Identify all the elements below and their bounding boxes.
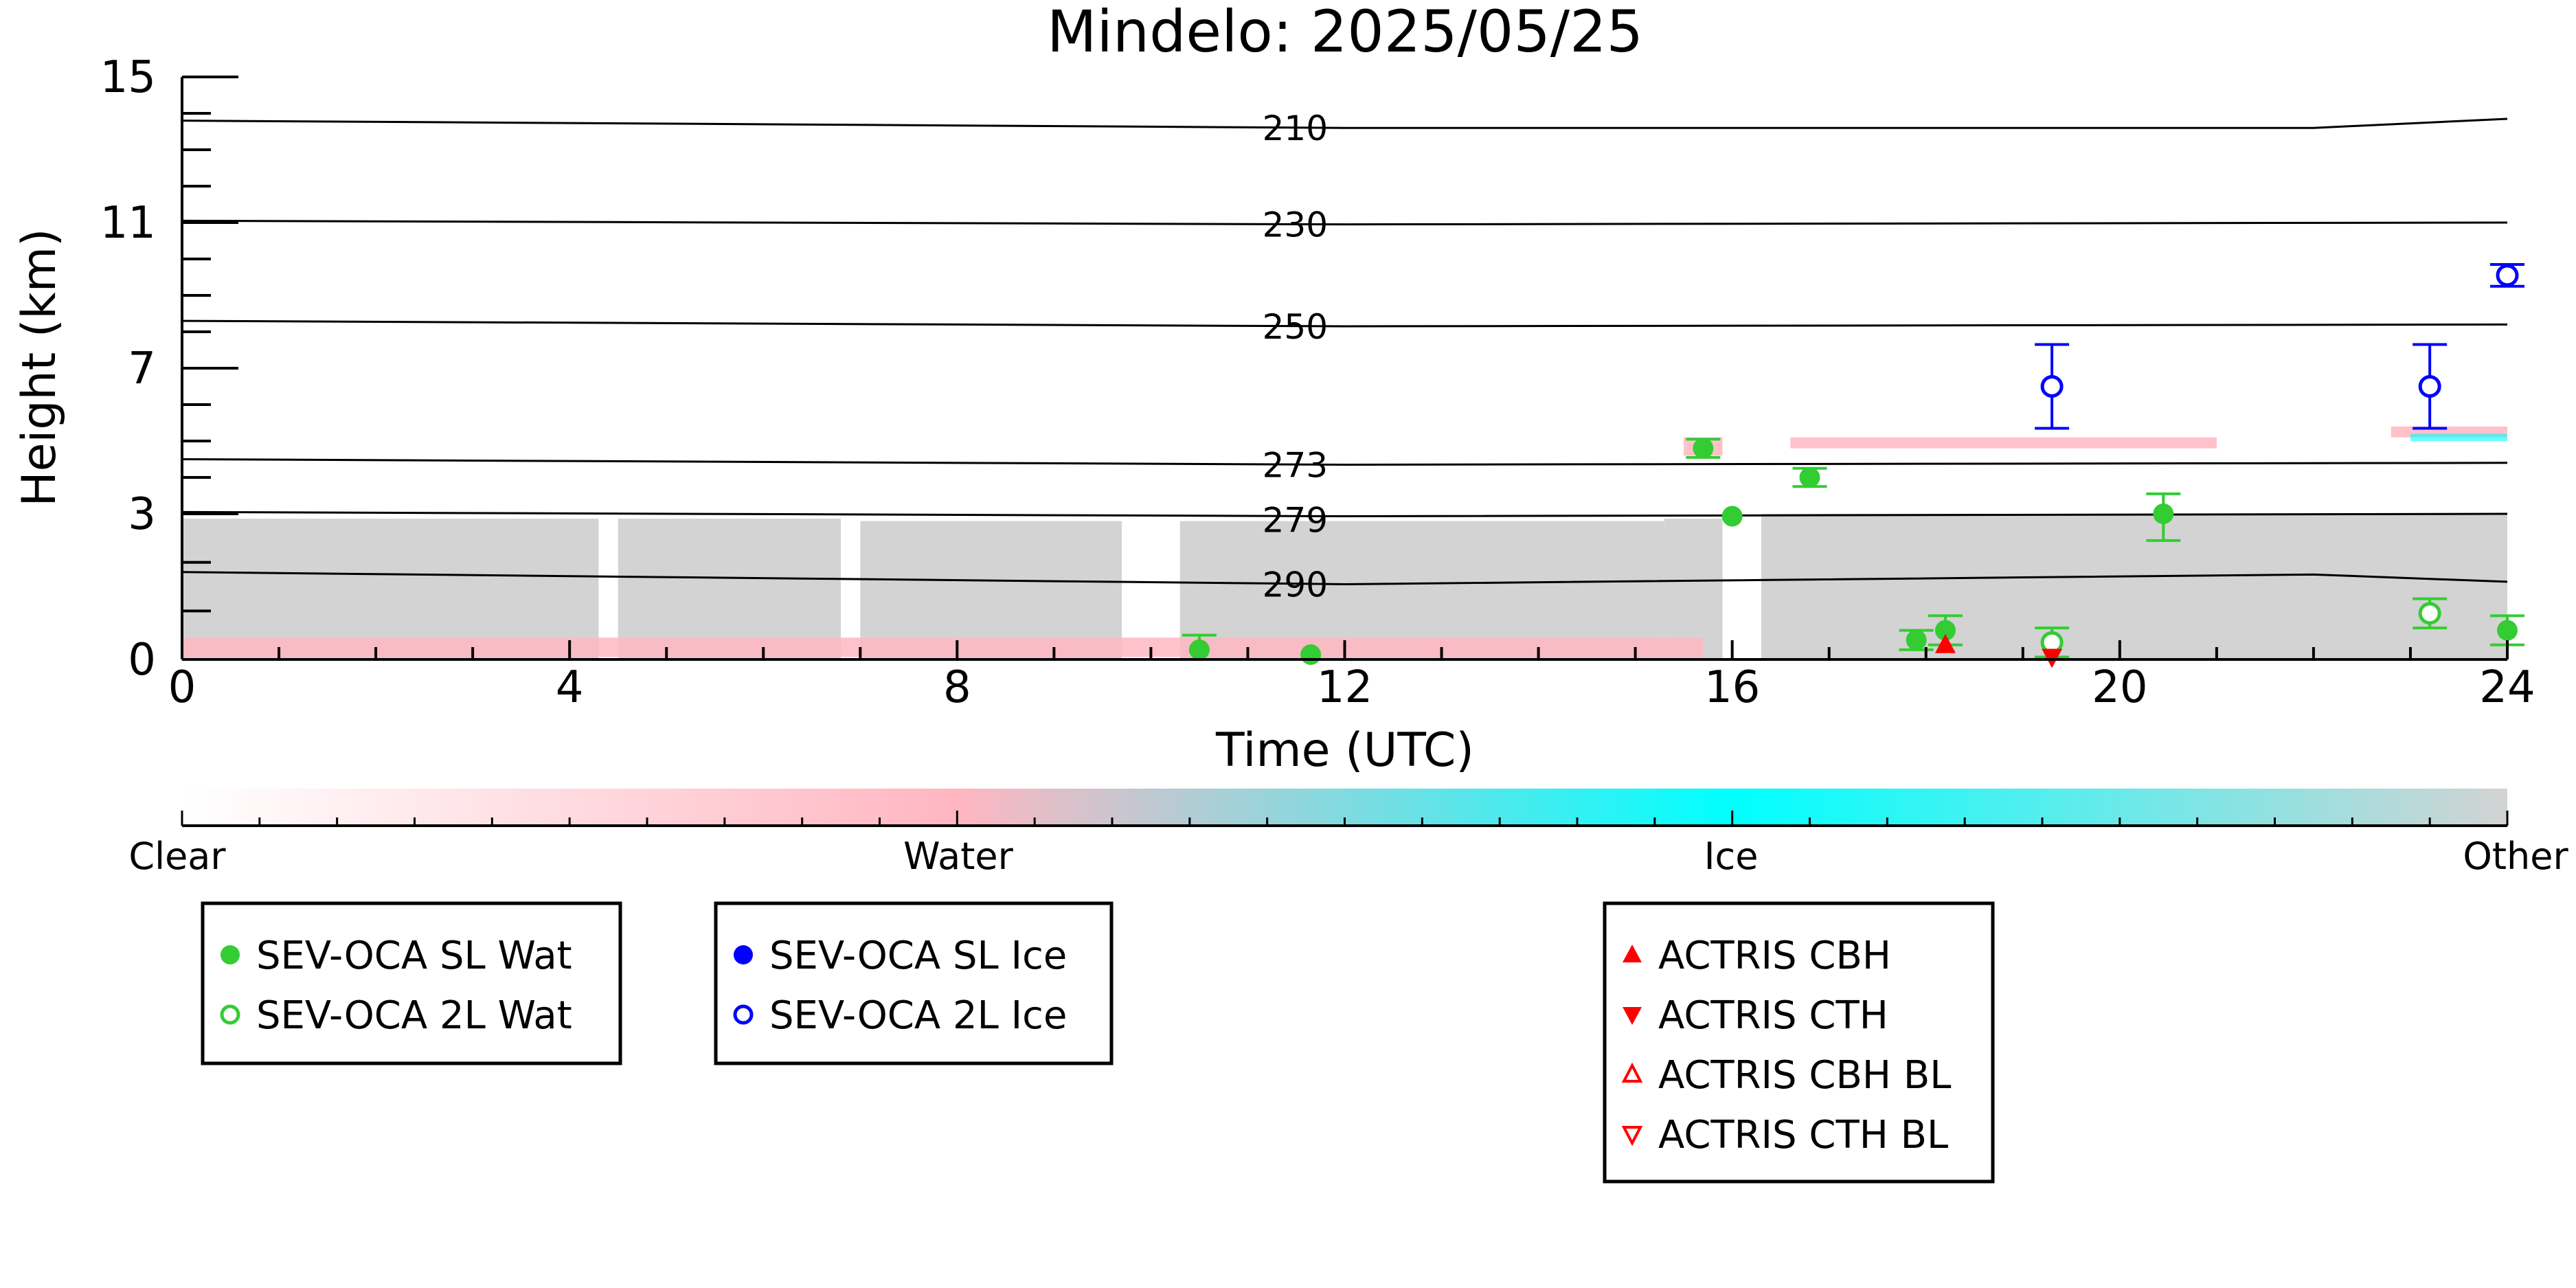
contour-line xyxy=(181,571,2508,585)
legend-box: SEV-OCA SL Ice SEV-OCA 2L Ice xyxy=(714,901,1114,1065)
y-axis-title: Height (km) xyxy=(12,228,67,506)
mask-water-patch xyxy=(182,637,1704,657)
legend-marker xyxy=(1621,1062,1643,1083)
marker-sev-oca-2l-wat xyxy=(2418,602,2441,625)
contour-line xyxy=(181,117,2508,129)
x-tick-label: 20 xyxy=(2092,662,2147,713)
colorbar-label: Clear xyxy=(128,835,226,878)
x-tick-label: 4 xyxy=(556,662,584,713)
legend-marker xyxy=(1623,945,1642,962)
marker-sev-oca-sl-wat xyxy=(1188,639,1210,660)
x-tick-label: 12 xyxy=(1317,662,1372,713)
legend-marker xyxy=(734,945,753,964)
legend-label: SEV-OCA 2L Ice xyxy=(769,993,1067,1038)
mask-other-segment xyxy=(182,519,599,659)
marker-sev-oca-sl-wat xyxy=(1693,438,1714,459)
colorbar-label: Ice xyxy=(1704,835,1759,878)
x-axis-title: Time (UTC) xyxy=(1215,723,1474,778)
plot-area: 210 230 250 273 279 290 xyxy=(181,109,2524,668)
contour-line xyxy=(181,219,2508,226)
contour-label: 250 xyxy=(1263,307,1328,347)
legend-label: SEV-OCA SL Wat xyxy=(256,934,572,978)
axes: 0 4 8 12 16 20 24 0 3 7 11 15 xyxy=(100,52,2535,713)
x-tick-label: 0 xyxy=(168,662,196,713)
colorbar-ticks: Clear Water Ice Other xyxy=(128,811,2568,878)
marker-sev-oca-sl-wat xyxy=(2153,504,2174,524)
legends: SEV-OCA SL Wat SEV-OCA 2L Wat SEV-OCA SL I… xyxy=(201,901,1995,1184)
y-tick-label: 0 xyxy=(128,635,156,686)
legend-label: ACTRIS CBH BL xyxy=(1658,1053,1951,1098)
contour-label: 230 xyxy=(1263,205,1328,245)
cloud-markers xyxy=(1182,262,2524,668)
colorbar-label: Water xyxy=(903,835,1013,878)
legend-label: SEV-OCA 2L Wat xyxy=(256,993,572,1038)
marker-sev-oca-sl-wat xyxy=(2497,620,2518,641)
legend-marker xyxy=(733,1004,754,1025)
y-tick-label: 15 xyxy=(100,52,156,103)
marker-sev-oca-sl-wat xyxy=(1906,629,1927,651)
legend-label: SEV-OCA SL Ice xyxy=(769,934,1067,978)
marker-sev-oca-sl-wat xyxy=(1799,467,1820,488)
legend-marker xyxy=(1623,1007,1642,1025)
mask-other-segment xyxy=(1179,521,1664,659)
contour-label: 290 xyxy=(1263,565,1328,605)
marker-sev-oca-2l-ice xyxy=(2040,375,2064,398)
x-tick-label: 8 xyxy=(943,662,971,713)
x-tick-label: 24 xyxy=(2479,662,2535,713)
legend-label: ACTRIS CBH xyxy=(1658,934,1891,978)
y-tick-label: 11 xyxy=(100,198,156,249)
legend-frame xyxy=(714,901,1114,1065)
y-tick-label: 3 xyxy=(128,489,156,540)
marker-sev-oca-sl-wat xyxy=(1721,506,1743,527)
mask-water-patch xyxy=(1790,437,2217,449)
mask-other-segment xyxy=(1761,514,2507,659)
temperature-contours: 210 230 250 273 279 290 xyxy=(181,109,2508,605)
y-tick-label: 7 xyxy=(128,343,156,394)
contour-line xyxy=(181,319,2508,328)
marker-actris-cbh xyxy=(1934,633,1956,653)
legend-marker xyxy=(220,1004,240,1025)
marker-sev-oca-2l-ice xyxy=(2418,375,2441,398)
x-tick-label: 16 xyxy=(1704,662,1760,713)
mask-ice-patch xyxy=(2410,433,2507,441)
mask-other-segment xyxy=(618,519,841,659)
chart-title: Mindelo: 2025/05/25 xyxy=(1047,0,1643,65)
legend-frame xyxy=(201,901,622,1065)
colorbar-label: Other xyxy=(2463,835,2568,878)
contour-label: 210 xyxy=(1263,109,1328,148)
legend-box: SEV-OCA SL Wat SEV-OCA 2L Wat xyxy=(201,901,622,1065)
classification-colorbar: Clear Water Ice Other xyxy=(128,789,2568,878)
mask-other-segment xyxy=(1664,519,1723,659)
legend-marker xyxy=(221,945,240,964)
legend-box: ACTRIS CBH ACTRIS CTH ACTRIS CBH BL ACTRIS … xyxy=(1603,901,1995,1184)
marker-sev-oca-2l-ice xyxy=(2496,264,2519,287)
legend-label: ACTRIS CTH BL xyxy=(1658,1113,1948,1157)
mask-other-segment xyxy=(860,521,1122,659)
contour-line xyxy=(181,510,2508,518)
contour-line xyxy=(181,458,2508,466)
contour-label: 279 xyxy=(1263,501,1328,541)
marker-sev-oca-sl-wat xyxy=(1934,620,1956,641)
legend-marker xyxy=(1621,1126,1643,1146)
legend-frame xyxy=(1603,901,1995,1184)
legend-label: ACTRIS CTH xyxy=(1658,993,1888,1038)
contour-label: 273 xyxy=(1263,445,1328,485)
